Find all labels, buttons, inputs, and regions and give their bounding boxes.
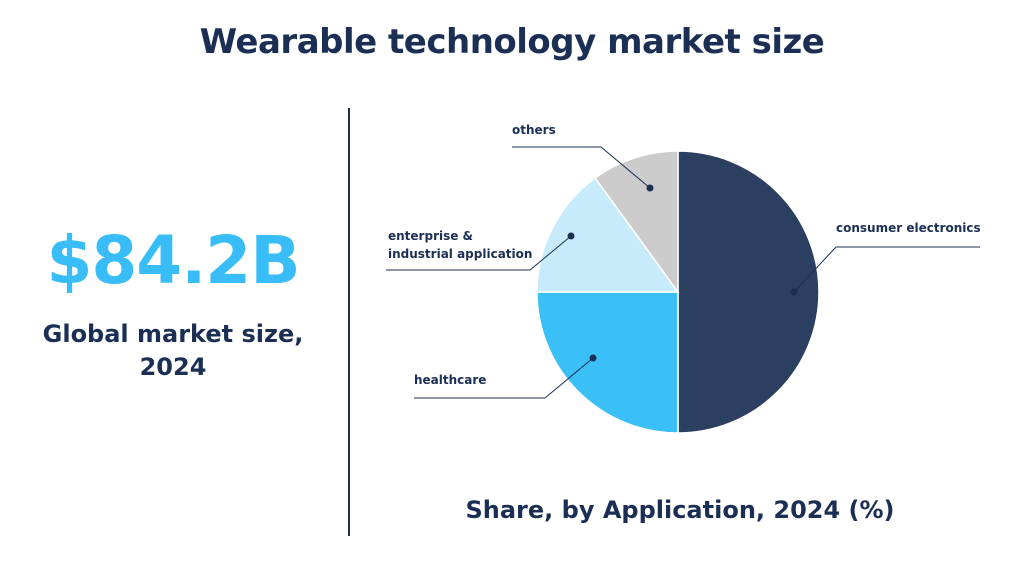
leader-line-others <box>512 146 651 189</box>
leader-dot-healthcare <box>589 354 597 362</box>
slice-label-consumer-electronics: consumer electronics <box>836 221 981 235</box>
page-title: Wearable technology market size <box>199 22 825 62</box>
pie-slice-enterprise-industrial-application <box>536 176 680 293</box>
pie-slice-healthcare <box>536 291 679 434</box>
market-size-caption-line2: 2024 <box>139 353 207 381</box>
pie-slice-others <box>594 150 679 295</box>
leader-line-enterprise-industrial-application <box>386 235 572 271</box>
leader-dot-enterprise-industrial-application <box>567 232 575 240</box>
market-size-value: $84.2B <box>46 222 300 299</box>
vertical-divider <box>348 108 350 536</box>
slice-label-healthcare: healthcare <box>414 373 486 387</box>
leader-dot-consumer-electronics <box>790 288 798 296</box>
leader-line-healthcare <box>414 357 594 399</box>
leader-line-consumer-electronics <box>793 246 980 293</box>
market-size-caption-line1: Global market size, <box>42 320 304 348</box>
slice-label-enterprise-industrial-application: enterprise & industrial application <box>388 229 532 261</box>
market-size-caption: Global market size, 2024 <box>0 318 346 384</box>
leader-dot-others <box>646 184 654 192</box>
chart-caption: Share, by Application, 2024 (%) <box>465 496 895 524</box>
slice-label-others: others <box>512 123 556 137</box>
pie-slice-consumer-electronics <box>677 150 820 434</box>
